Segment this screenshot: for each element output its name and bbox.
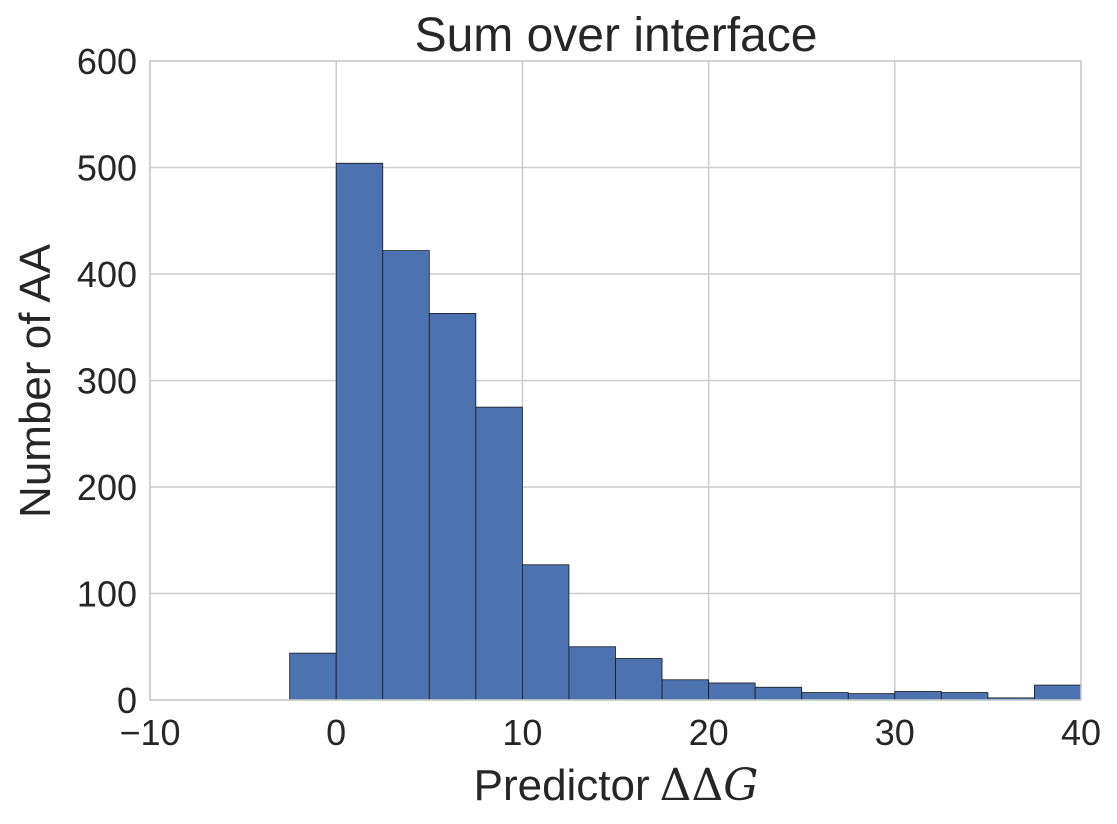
histogram-bar-10 <box>754 686 803 701</box>
histogram-bar-14 <box>940 692 989 701</box>
y-tick-label-4: 400 <box>77 254 137 295</box>
histogram-bar-2 <box>382 250 430 701</box>
x-tick-label-0: −10 <box>119 712 180 753</box>
bars <box>289 162 1082 701</box>
histogram-bar-1 <box>335 162 384 701</box>
y-tick-label-3: 300 <box>77 361 137 402</box>
y-tick-label-0: 0 <box>117 680 137 721</box>
x-tick-label-4: 30 <box>875 712 915 753</box>
y-tick-label-1: 100 <box>77 574 137 615</box>
histogram-bar-0 <box>289 652 337 701</box>
x-tick-label-5: 40 <box>1061 712 1101 753</box>
x-tick-label-1: 0 <box>326 712 346 753</box>
histogram-bar-16 <box>1034 684 1082 701</box>
y-tick-label-2: 200 <box>77 467 137 508</box>
y-axis-title: Number of AA <box>11 243 60 518</box>
x-axis-title: Predictor ΔΔG <box>474 760 759 811</box>
plot-frame <box>149 60 1082 701</box>
histogram-bar-4 <box>475 406 523 701</box>
chart-title: Sum over interface <box>415 9 818 62</box>
histogram-bar-5 <box>522 564 570 701</box>
x-tick-labels: −10 0 10 20 30 40 <box>119 712 1101 753</box>
histogram-bar-7 <box>615 658 663 701</box>
y-tick-labels: 0 100 200 300 400 500 600 <box>77 41 137 721</box>
histogram-bar-13 <box>894 691 942 701</box>
x-axis-title-text: Predictor <box>474 761 650 810</box>
histogram-bar-12 <box>847 693 896 701</box>
x-tick-label-2: 10 <box>502 712 542 753</box>
histogram-bar-8 <box>661 679 709 701</box>
histogram-bar-11 <box>801 692 849 701</box>
histogram-bar-6 <box>568 646 616 701</box>
histogram-bar-3 <box>428 313 477 701</box>
x-axis-title-delta: ΔΔ <box>660 760 724 811</box>
y-tick-label-5: 500 <box>77 148 137 189</box>
x-axis-title-variable: G <box>723 760 758 811</box>
histogram-bar-9 <box>708 682 756 701</box>
x-tick-label-3: 20 <box>689 712 729 753</box>
y-tick-label-6: 600 <box>77 41 137 82</box>
